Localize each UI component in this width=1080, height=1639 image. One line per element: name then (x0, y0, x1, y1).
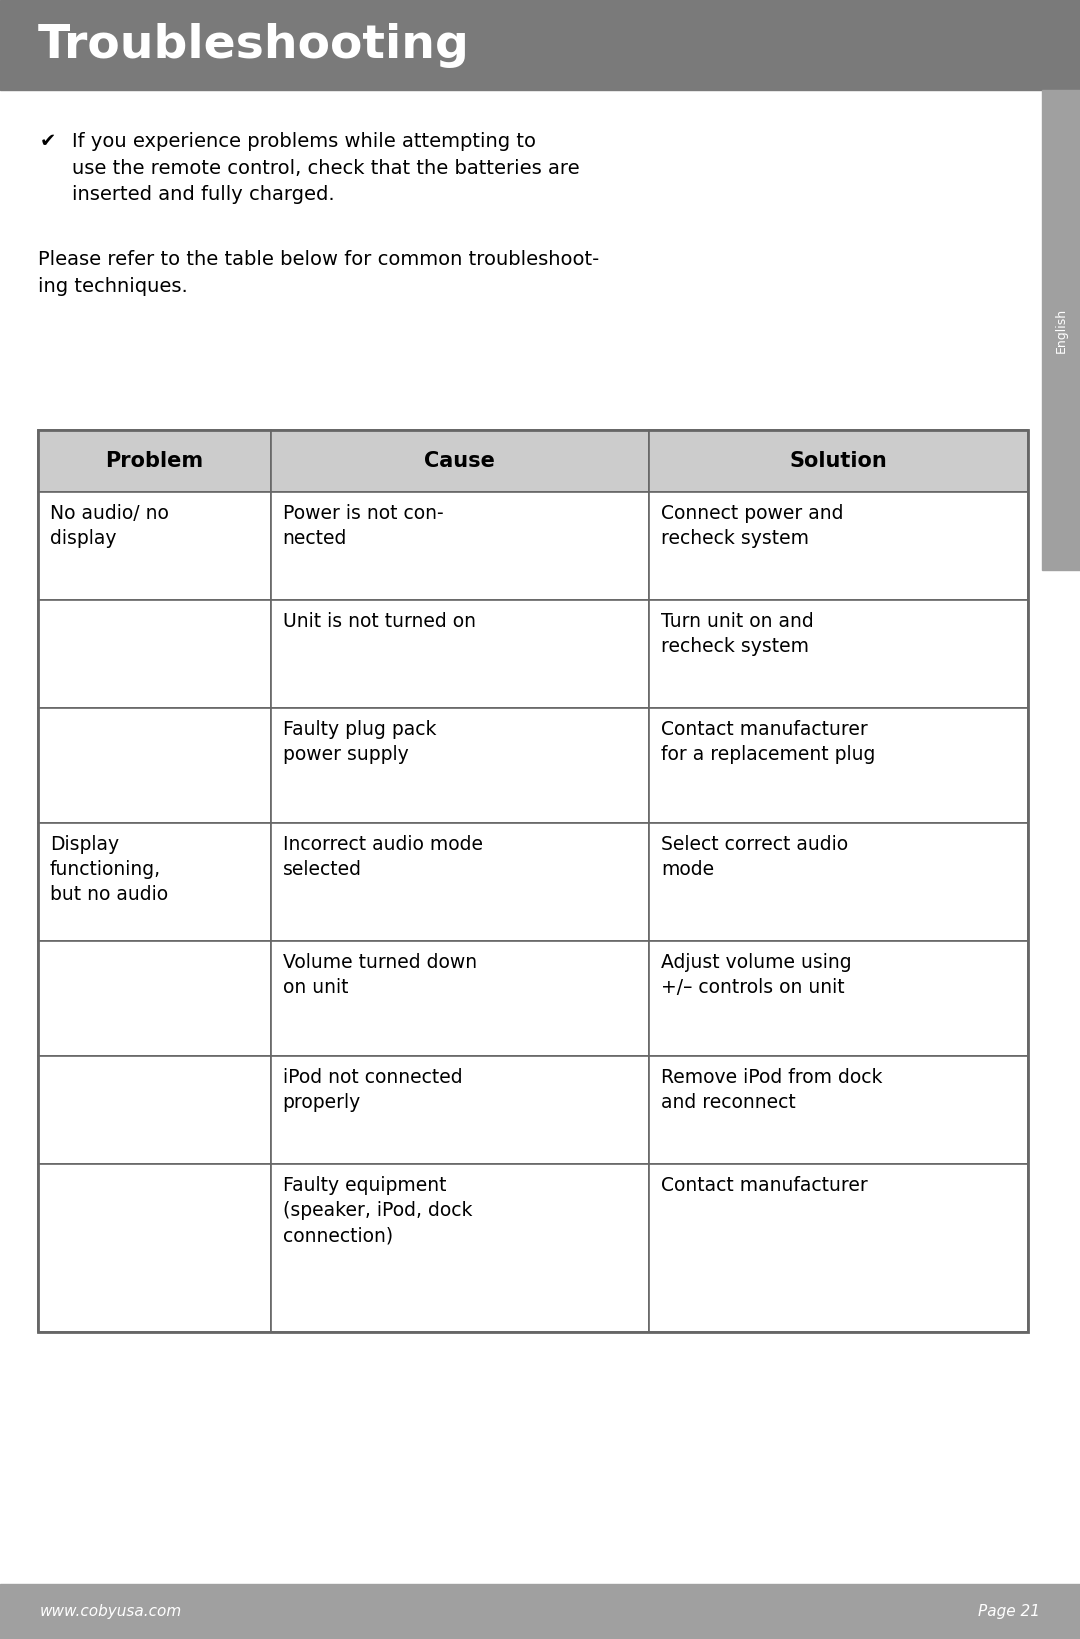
Bar (0, 1583, 1080, 1639)
Bar (271, 1164, 649, 1333)
Text: Power is not con-
nected: Power is not con- nected (283, 505, 443, 547)
Text: Display
functioning,
but no audio: Display functioning, but no audio (50, 834, 168, 905)
Text: Unit is not turned on: Unit is not turned on (283, 611, 475, 631)
Text: Contact manufacturer: Contact manufacturer (661, 1177, 867, 1195)
Text: Please refer to the table below for common troubleshoot-
ing techniques.: Please refer to the table below for comm… (38, 251, 599, 295)
Bar (38, 941, 271, 1056)
Bar (38, 708, 271, 823)
Text: English: English (1054, 308, 1067, 352)
Bar (271, 429, 649, 492)
Text: Volume turned down
on unit: Volume turned down on unit (283, 952, 476, 997)
Bar (649, 1164, 1028, 1333)
Bar (271, 600, 649, 708)
Text: Problem: Problem (105, 451, 203, 470)
Bar (38, 1164, 271, 1333)
Text: Remove iPod from dock
and reconnect: Remove iPod from dock and reconnect (661, 1069, 882, 1111)
Text: No audio/ no
display: No audio/ no display (50, 505, 168, 547)
Text: Cause: Cause (424, 451, 495, 470)
Bar (38, 1056, 271, 1164)
Bar (38, 823, 271, 941)
Text: Turn unit on and
recheck system: Turn unit on and recheck system (661, 611, 813, 656)
Text: Faulty plug pack
power supply: Faulty plug pack power supply (283, 720, 436, 764)
Bar (38, 429, 271, 492)
Text: www.cobyusa.com: www.cobyusa.com (40, 1605, 183, 1619)
Text: iPod not connected
properly: iPod not connected properly (283, 1069, 462, 1111)
Text: Adjust volume using
+/– controls on unit: Adjust volume using +/– controls on unit (661, 952, 851, 997)
Bar (649, 823, 1028, 941)
Bar (649, 429, 1028, 492)
Text: Select correct audio
mode: Select correct audio mode (661, 834, 848, 879)
Bar (271, 1056, 649, 1164)
Text: Page 21: Page 21 (978, 1605, 1040, 1619)
Bar (0, 0, 1080, 90)
Bar (271, 708, 649, 823)
Text: Incorrect audio mode
selected: Incorrect audio mode selected (283, 834, 483, 879)
Bar (649, 492, 1028, 600)
Bar (38, 492, 271, 600)
Text: Solution: Solution (789, 451, 888, 470)
Bar (649, 600, 1028, 708)
Text: Faulty equipment
(speaker, iPod, dock
connection): Faulty equipment (speaker, iPod, dock co… (283, 1177, 472, 1246)
Text: Connect power and
recheck system: Connect power and recheck system (661, 505, 843, 547)
Bar (271, 823, 649, 941)
Bar (1042, 90, 1080, 570)
Text: ✔: ✔ (40, 133, 56, 151)
Bar (649, 1056, 1028, 1164)
Bar (271, 941, 649, 1056)
Bar (649, 708, 1028, 823)
Bar (38, 429, 1028, 1333)
Text: Contact manufacturer
for a replacement plug: Contact manufacturer for a replacement p… (661, 720, 875, 764)
Bar (271, 492, 649, 600)
Text: Troubleshooting: Troubleshooting (38, 23, 470, 67)
Text: If you experience problems while attempting to
use the remote control, check tha: If you experience problems while attempt… (72, 133, 580, 203)
Bar (649, 941, 1028, 1056)
Bar (38, 600, 271, 708)
